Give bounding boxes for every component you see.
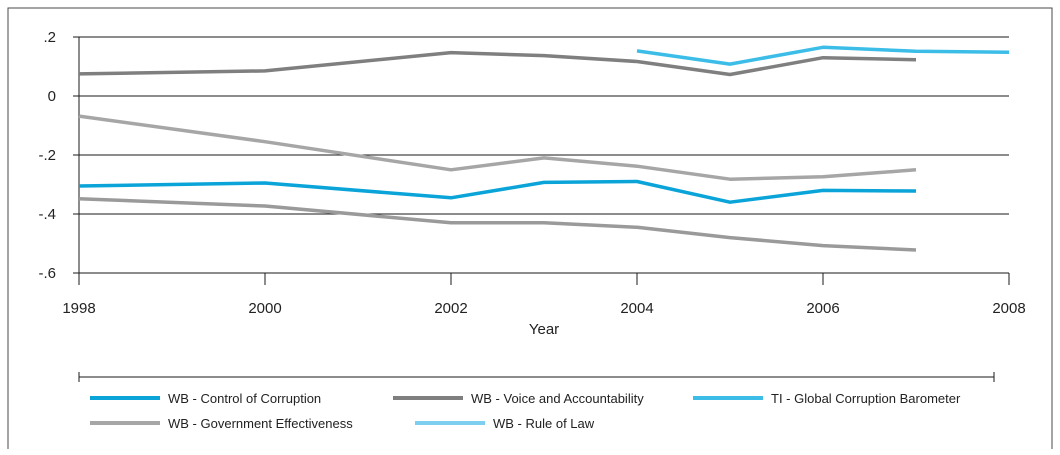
legend-label-3: WB - Government Effectiveness	[168, 416, 353, 431]
y-tick-labels: .2 0 -.2 -.4 -.6	[38, 29, 56, 282]
x-tick-label-1: 2000	[248, 300, 281, 317]
x-tick-label-4: 2006	[806, 300, 839, 317]
y-tick-label-1: 0	[48, 88, 56, 105]
series-lines	[78, 45, 1010, 252]
y-tick-label-2: -.2	[38, 147, 56, 164]
x-tick-label-2: 2002	[434, 300, 467, 317]
chart-border	[7, 7, 1053, 449]
x-axis-title: Year	[529, 321, 559, 338]
y-tick-label-3: -.4	[38, 206, 56, 223]
x-tick-label-5: 2008	[992, 300, 1025, 317]
series-line-1	[78, 50, 917, 77]
series-line-4	[78, 196, 917, 252]
legend-label-4: WB - Rule of Law	[493, 416, 595, 431]
series-line-3	[78, 114, 917, 181]
legend-label-0: WB - Control of Corruption	[168, 391, 321, 406]
outer-frame	[7, 7, 1053, 449]
legend-label-2: TI - Global Corruption Barometer	[771, 391, 961, 406]
legend-label-1: WB - Voice and Accountability	[471, 391, 644, 406]
x-tick-labels: 1998 2000 2002 2004 2006 2008	[62, 300, 1025, 317]
y-tick-label-4: -.6	[38, 265, 56, 282]
legend: WB - Control of Corruption WB - Voice and…	[78, 372, 995, 431]
series-line-2	[636, 45, 1010, 66]
gridlines	[79, 36, 1009, 215]
axes	[73, 36, 1010, 285]
y-tick-label-0: .2	[43, 29, 56, 46]
series-line-0	[78, 179, 917, 204]
x-tick-label-3: 2004	[620, 300, 653, 317]
x-tick-label-0: 1998	[62, 300, 95, 317]
